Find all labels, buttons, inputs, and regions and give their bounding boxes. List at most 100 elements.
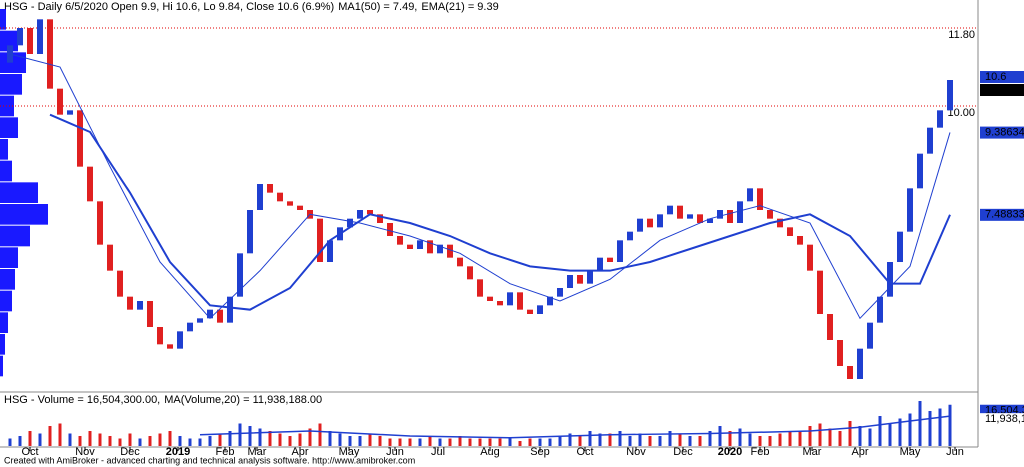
candle: [937, 110, 943, 128]
candle: [407, 244, 413, 249]
candle: [567, 275, 573, 288]
x-tick-label: Mar: [803, 446, 822, 458]
volume-bar: [448, 438, 452, 446]
candle: [757, 188, 763, 210]
candle: [577, 275, 583, 284]
candle: [687, 214, 693, 219]
candle: [487, 296, 493, 301]
volume-bar: [168, 431, 172, 446]
candle: [217, 309, 223, 323]
volume-bar: [848, 421, 852, 446]
x-tick-label: Nov: [75, 446, 95, 458]
volume-bar: [28, 431, 32, 446]
candle: [347, 218, 353, 228]
x-tick-label: 2020: [718, 446, 742, 458]
candle: [717, 210, 723, 219]
volume-bar: [888, 423, 892, 446]
volume-bar: [498, 438, 502, 446]
volume-profile-bar: [0, 225, 30, 247]
volume-profile-bar: [0, 74, 22, 95]
candle: [557, 288, 563, 297]
volume-bar: [618, 431, 622, 446]
volume-bar: [18, 436, 22, 446]
candle: [357, 210, 363, 219]
volume-profile-bar: [0, 247, 18, 268]
volume-bar: [238, 423, 242, 446]
volume-profile-bar: [0, 290, 12, 312]
volume-bar: [788, 431, 792, 446]
volume-bar: [368, 433, 372, 446]
candle: [447, 244, 453, 258]
volume-ma-last-label: 11,938,18: [985, 413, 1024, 425]
candle: [647, 218, 653, 228]
volume-bar: [728, 431, 732, 446]
x-tick-label: Jun: [386, 446, 404, 458]
candle: [157, 327, 163, 345]
volume-bar: [148, 436, 152, 446]
volume-profile-bar: [0, 117, 18, 138]
candle: [417, 240, 423, 249]
volume-bar: [58, 423, 62, 446]
volume-bar: [558, 436, 562, 446]
volume-bar: [78, 436, 82, 446]
x-tick-label: Dec: [120, 446, 140, 458]
volume-bar: [548, 438, 552, 446]
x-tick-label: Sep: [530, 446, 550, 458]
volume-bar: [158, 433, 162, 446]
x-tick-label: Dec: [673, 446, 693, 458]
volume-bar: [768, 436, 772, 446]
ma-label: MA1(50) = 7.49,: [338, 1, 417, 13]
moving-average: [49, 113, 951, 311]
volume-bar: [718, 426, 722, 446]
volume-ma-label: MA(Volume,20) = 11,938,188.00: [164, 394, 322, 406]
ma-last-label-box: [980, 208, 1024, 221]
volume-bar: [88, 431, 92, 446]
volume-bar: [708, 431, 712, 446]
x-tick-label: Aug: [480, 446, 500, 458]
candle: [737, 201, 743, 223]
volume-bar: [458, 436, 462, 446]
volume-bar: [568, 433, 572, 446]
candle: [597, 257, 603, 271]
volume-bar: [648, 436, 652, 446]
volume-bar: [218, 433, 222, 446]
volume-bar: [468, 438, 472, 446]
candle: [767, 210, 773, 219]
candle: [847, 366, 853, 379]
volume-ma-last-label-box: [980, 413, 1024, 426]
candle: [527, 309, 533, 314]
x-tick-label: May: [339, 446, 360, 458]
candle: [97, 201, 103, 245]
volume-profile-bar: [0, 334, 5, 355]
volume-profile-bar: [0, 9, 6, 30]
candle: [237, 253, 243, 297]
candle: [57, 88, 63, 115]
ema-last-label: 9.38634: [985, 126, 1024, 138]
ema-label: EMA(21) = 9.39: [421, 1, 498, 13]
chart-title: HSG - Daily 6/5/2020 Open 9.9, Hi 10.6, …: [4, 1, 334, 13]
close-label-box: [980, 84, 1024, 96]
x-tick-label: Apr: [291, 446, 308, 458]
candle: [697, 214, 703, 223]
volume-bar: [928, 411, 932, 446]
candle: [677, 205, 683, 219]
candle: [187, 322, 193, 332]
candle: [517, 292, 523, 310]
reference-label: 11.80: [948, 29, 975, 41]
candle: [297, 205, 303, 210]
candle: [207, 309, 213, 319]
candle: [607, 257, 613, 262]
volume-bar: [478, 438, 482, 446]
volume-bar: [268, 431, 272, 446]
volume-bar: [348, 436, 352, 446]
volume-bar: [358, 436, 362, 446]
volume-profile-bar: [0, 182, 38, 203]
volume-bar: [188, 438, 192, 446]
volume-bar: [138, 438, 142, 446]
candle: [887, 262, 893, 297]
volume-bar: [738, 428, 742, 446]
volume-bar: [588, 431, 592, 446]
volume-bar: [808, 426, 812, 446]
candle: [807, 244, 813, 271]
